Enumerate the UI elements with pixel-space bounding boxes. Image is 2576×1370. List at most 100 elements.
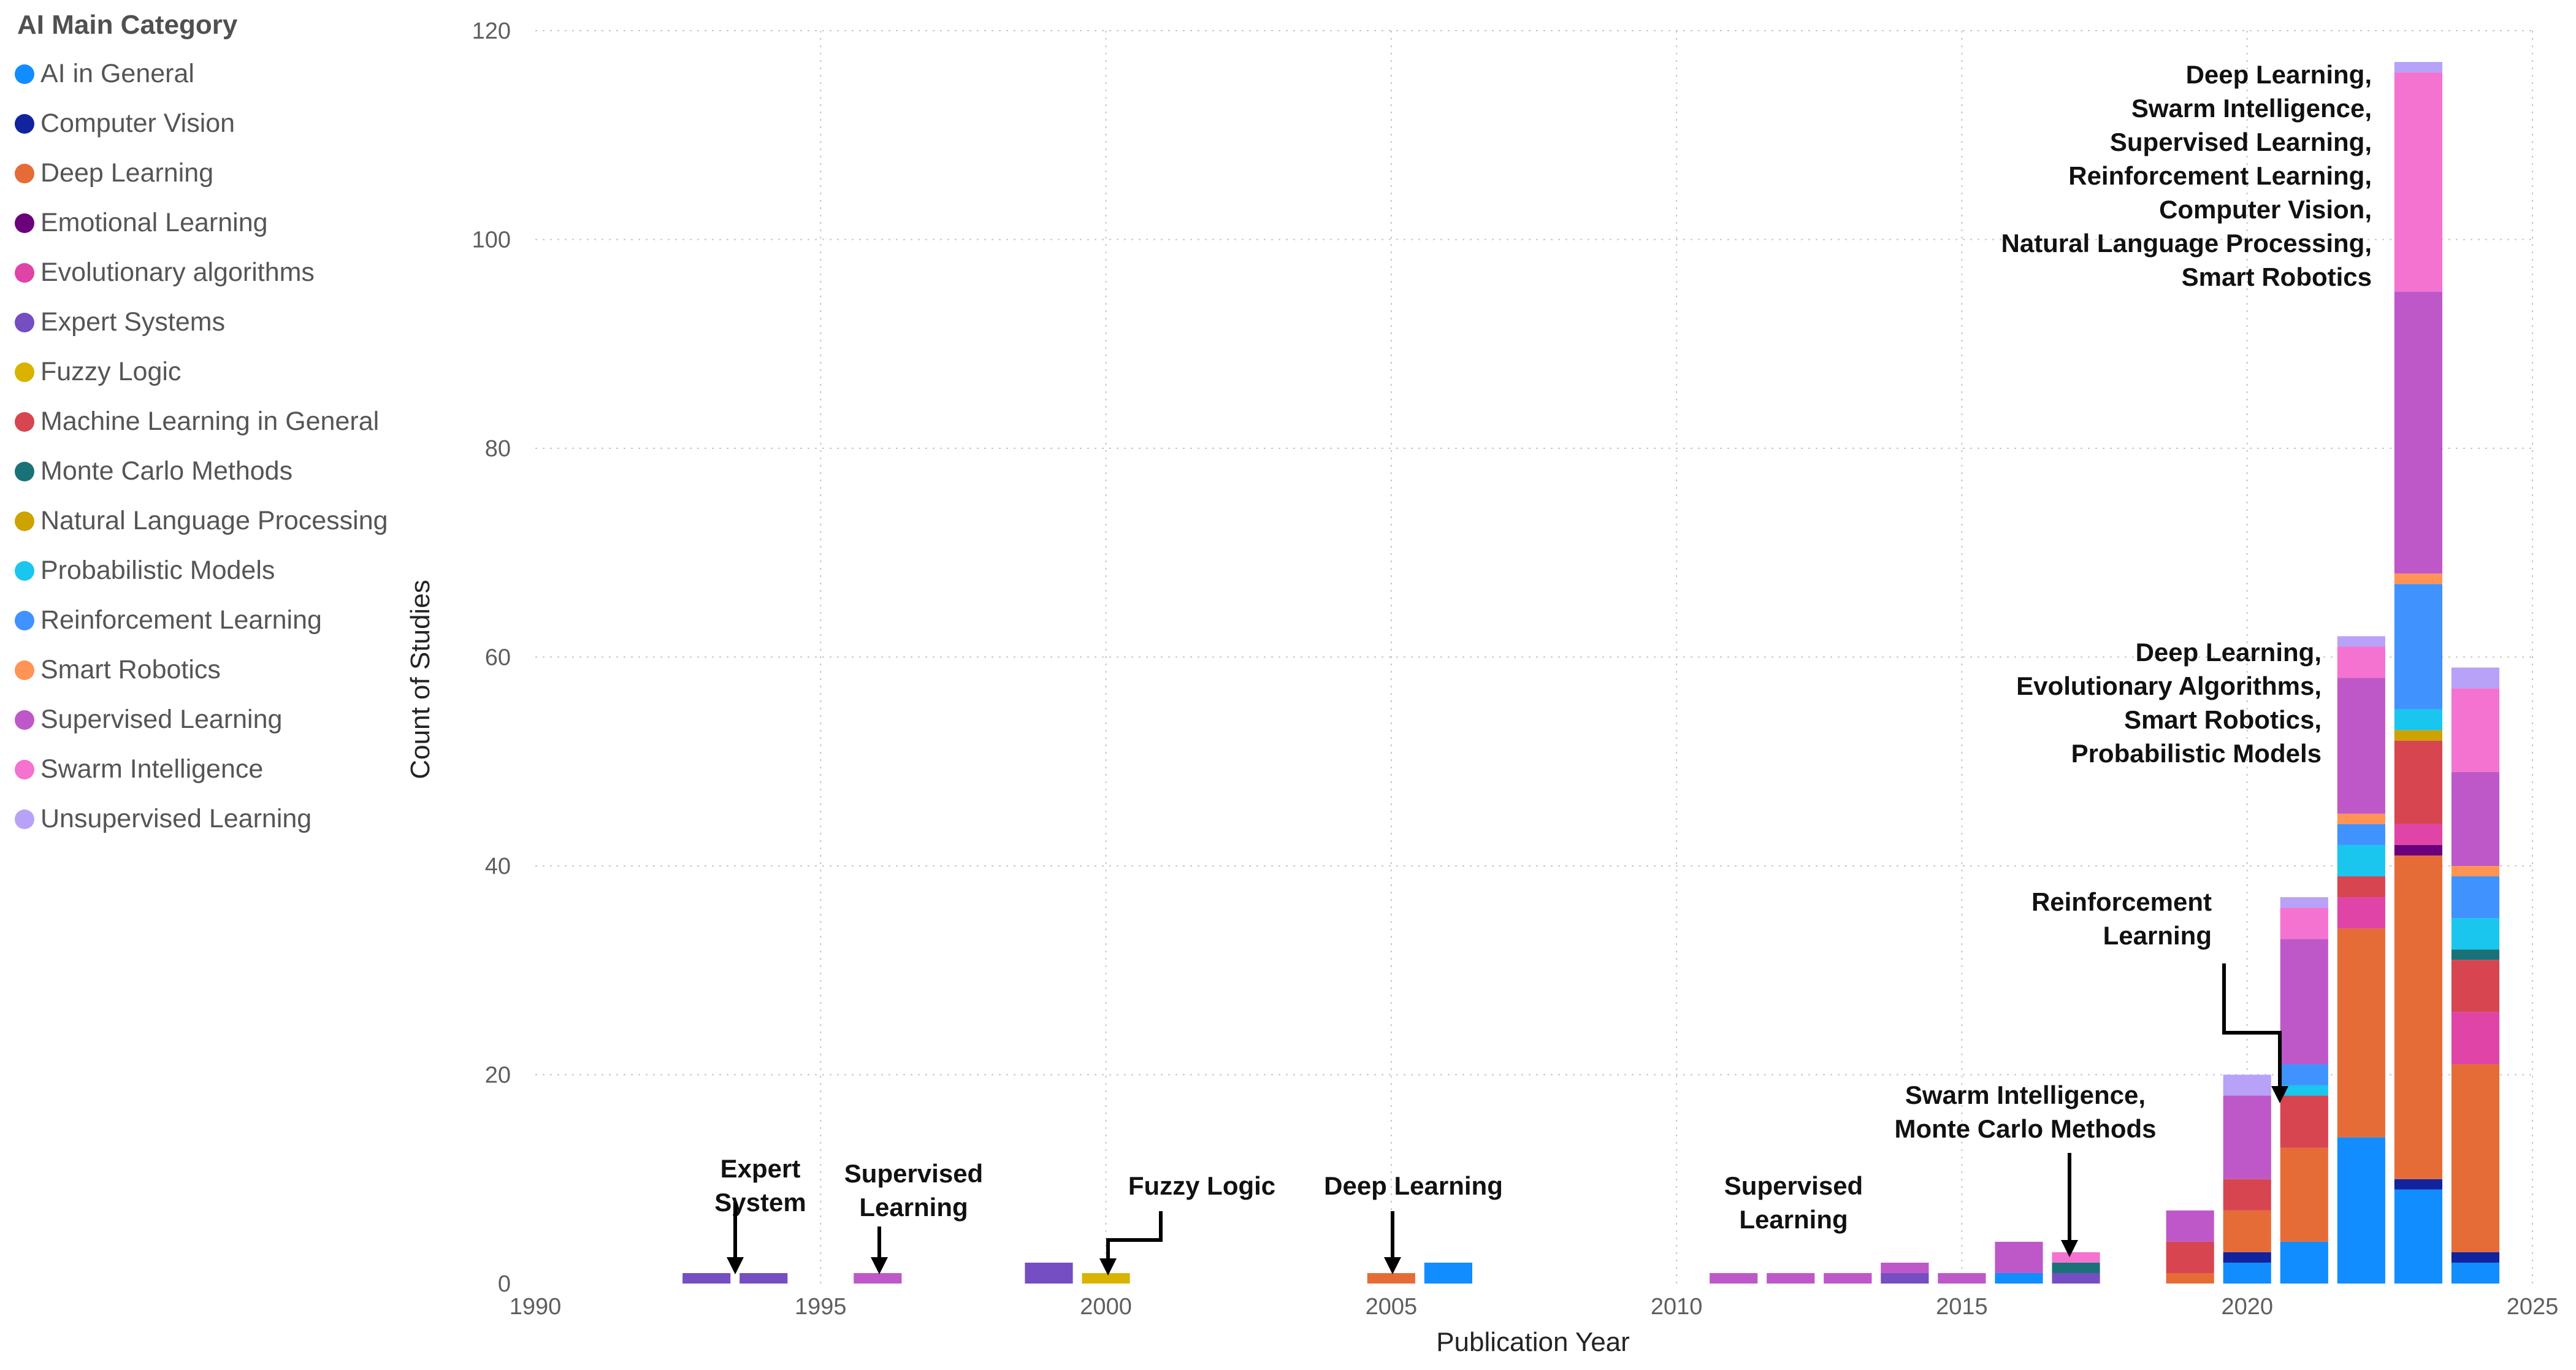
legend-label: Fuzzy Logic	[40, 357, 182, 386]
bar-segment-1996-supervised-learning	[854, 1272, 902, 1284]
x-tick-label: 1995	[795, 1294, 847, 1320]
legend-label: Natural Language Processing	[40, 506, 388, 535]
bar-segment-2024-swarm-intelligence	[2451, 688, 2500, 772]
bar-segment-2016-supervised-learning	[1995, 1241, 2043, 1273]
legend-item-computer-vision[interactable]: Computer Vision	[15, 99, 407, 148]
bar-segment-2024-ai-in-general	[2451, 1262, 2500, 1284]
annotation-text-line: Natural Language Processing,	[2001, 229, 2372, 258]
annotation-text-line: Computer Vision,	[2159, 195, 2372, 224]
annotation-text-line: Deep Learning	[1324, 1171, 1503, 1200]
bar-segment-2021-probabilistic-models	[2280, 1085, 2328, 1096]
bar-segment-2022-deep-learning	[2337, 928, 2385, 1138]
legend-label: Supervised Learning	[40, 705, 283, 734]
bar-segment-2017-monte-carlo-methods	[2052, 1262, 2100, 1273]
bar-segment-2024-supervised-learning	[2451, 771, 2500, 866]
legend-items: AI in General Computer Vision Deep Learnin…	[15, 49, 407, 844]
annotation-text-line: Deep Learning,	[2186, 60, 2372, 89]
legend-item-supervised-learning[interactable]: Supervised Learning	[15, 695, 407, 744]
annotation-8: Deep Learning, Evolutionary Algorithms, Sm…	[2016, 638, 2322, 768]
bar-segment-2022-ai-in-general	[2337, 1137, 2385, 1284]
bar-segment-2017-expert-systems	[2052, 1272, 2100, 1284]
y-tick-label: 120	[472, 18, 511, 44]
bar-segment-2024-evolutionary-algorithms	[2451, 1012, 2500, 1065]
legend-label: Reinforcement Learning	[40, 605, 322, 635]
legend-item-unsupervised-learning[interactable]: Unsupervised Learning	[15, 794, 407, 844]
bar-segment-2024-unsupervised-learning	[2451, 667, 2500, 689]
legend-marker	[15, 561, 34, 581]
arrow-head	[2271, 1086, 2288, 1103]
bar-segment-2022-smart-robotics	[2337, 813, 2385, 824]
legend-item-smart-robotics[interactable]: Smart Robotics	[15, 645, 407, 695]
annotation-2: Supervised Learning	[844, 1159, 983, 1274]
bar-segment-2023-reinforcement-learning	[2394, 584, 2442, 710]
x-axis-title: Publication Year	[1436, 1327, 1630, 1357]
legend-item-reinforcement-learning[interactable]: Reinforcement Learning	[15, 595, 407, 645]
x-tick-label: 2005	[1366, 1294, 1418, 1320]
legend-item-fuzzy-logic[interactable]: Fuzzy Logic	[15, 347, 407, 397]
bar-segment-1999-expert-systems	[1025, 1262, 1073, 1284]
legend-marker	[15, 809, 34, 829]
annotation-text-line: Reinforcement Learning,	[2068, 161, 2372, 190]
bar-segment-2019-deep-learning	[2166, 1272, 2214, 1284]
legend-marker	[15, 312, 34, 332]
annotation-text-line: Deep Learning,	[2136, 638, 2322, 667]
bar-segment-2022-reinforcement-learning	[2337, 824, 2385, 845]
annotation-text-line: Learning	[859, 1193, 968, 1222]
bar-segment-2014-expert-systems	[1881, 1272, 1929, 1284]
annotation-text-line: Monte Carlo Methods	[1895, 1114, 2157, 1143]
bar-segment-2021-reinforcement-learning	[2280, 1064, 2328, 1085]
bar-segment-2024-reinforcement-learning	[2451, 876, 2500, 919]
legend-item-monte-carlo-methods[interactable]: Monte Carlo Methods	[15, 446, 407, 496]
annotation-7: Reinforcement Learning	[2031, 887, 2288, 1103]
bar-segment-2020-deep-learning	[2223, 1210, 2271, 1252]
legend-item-natural-language-processing[interactable]: Natural Language Processing	[15, 496, 407, 546]
legend-label: Machine Learning in General	[40, 407, 380, 436]
bar-segment-2020-supervised-learning	[2223, 1095, 2271, 1179]
legend-label: Smart Robotics	[40, 655, 221, 684]
legend-item-expert-systems[interactable]: Expert Systems	[15, 297, 407, 347]
annotation-3: Fuzzy Logic	[1099, 1171, 1275, 1276]
bar-segment-2023-computer-vision	[2394, 1179, 2442, 1190]
legend-item-emotional-learning[interactable]: Emotional Learning	[15, 198, 407, 248]
legend-marker	[15, 213, 34, 233]
annotation-text-line: System	[714, 1188, 806, 1217]
bar-segment-2022-swarm-intelligence	[2337, 646, 2385, 678]
annotation-text-line: Supervised	[844, 1159, 983, 1188]
legend-item-evolutionary-algorithms[interactable]: Evolutionary algorithms	[15, 248, 407, 297]
legend-item-probabilistic-models[interactable]: Probabilistic Models	[15, 546, 407, 595]
bar-segment-2020-computer-vision	[2223, 1252, 2271, 1263]
bar-segment-2011-supervised-learning	[1710, 1272, 1758, 1284]
bar-segment-2020-machine-learning-in-general	[2223, 1179, 2271, 1211]
legend-item-machine-learning-in-general[interactable]: Machine Learning in General	[15, 397, 407, 446]
bar-segment-2023-natural-language-processing	[2394, 730, 2442, 741]
bar-segment-2021-machine-learning-in-general	[2280, 1095, 2328, 1148]
annotation-arrow	[2222, 963, 2282, 1098]
bars	[682, 62, 2500, 1284]
y-tick-label: 0	[498, 1271, 511, 1297]
legend-marker	[15, 660, 34, 680]
legend-item-deep-learning[interactable]: Deep Learning	[15, 148, 407, 198]
arrow-head	[871, 1257, 888, 1274]
legend-marker	[15, 411, 34, 432]
legend-marker	[15, 64, 34, 84]
annotation-text-line: Smart Robotics,	[2124, 705, 2322, 734]
annotation-text-line: Learning	[1739, 1205, 1848, 1234]
bar-segment-2024-monte-carlo-methods	[2451, 949, 2500, 960]
legend-marker	[15, 511, 34, 531]
bar-segment-2006-ai-in-general	[1424, 1262, 1472, 1284]
annotation-text-line: Expert	[720, 1154, 801, 1183]
bar-segment-2023-evolutionary-algorithms	[2394, 824, 2442, 845]
annotation-text-line: Supervised Learning,	[2110, 128, 2372, 156]
bar-segment-2000-fuzzy-logic	[1082, 1272, 1130, 1284]
bar-segment-2021-supervised-learning	[2280, 939, 2328, 1065]
y-axis-title: Count of Studies	[405, 580, 435, 779]
legend-marker	[15, 710, 34, 730]
legend-item-ai-in-general[interactable]: AI in General	[15, 49, 407, 99]
annotation-text-line: Fuzzy Logic	[1128, 1171, 1275, 1200]
y-tick-label: 40	[485, 854, 511, 879]
legend-item-swarm-intelligence[interactable]: Swarm Intelligence	[15, 744, 407, 794]
bar-segment-2021-unsupervised-learning	[2280, 897, 2328, 908]
arrow-head	[1384, 1257, 1401, 1274]
arrow-head	[727, 1257, 744, 1274]
